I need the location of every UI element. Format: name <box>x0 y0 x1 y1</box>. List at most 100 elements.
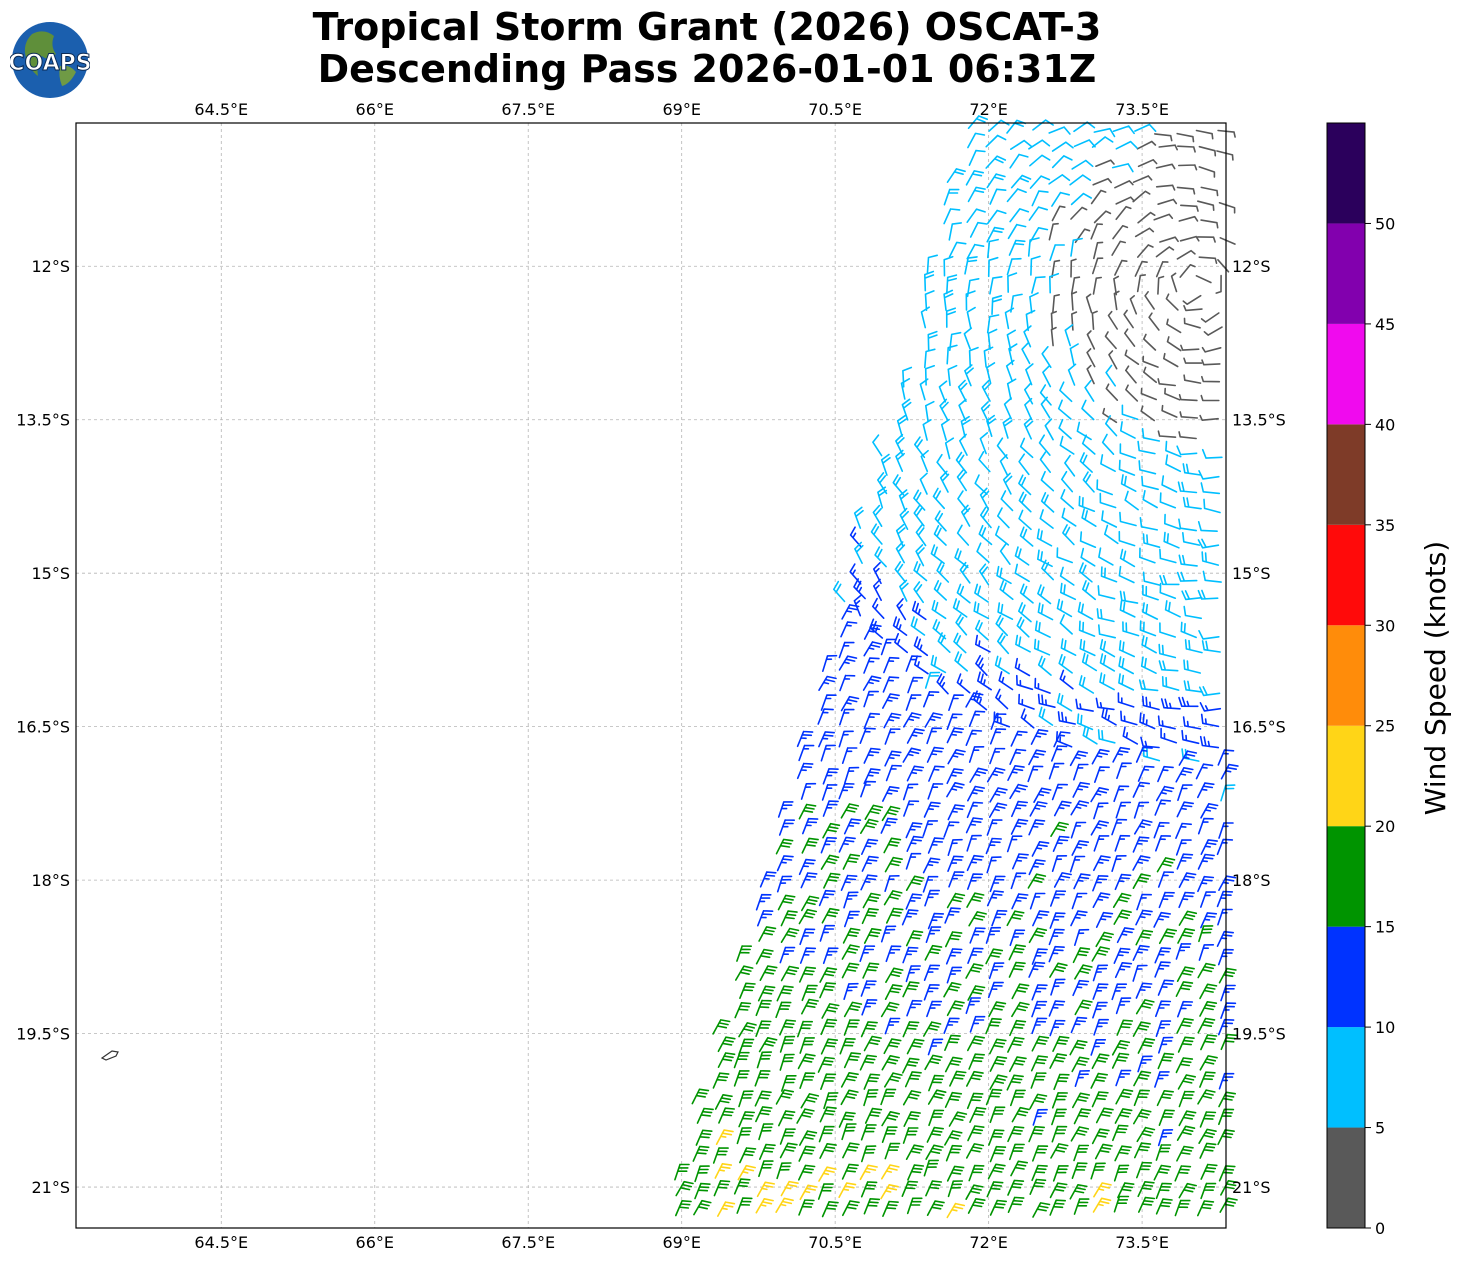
wind-barb <box>1119 590 1139 604</box>
wind-barb <box>926 254 938 275</box>
wind-barb <box>776 875 793 893</box>
wind-barb <box>1119 443 1137 459</box>
wind-barb <box>920 306 930 329</box>
wind-barb <box>1091 748 1110 765</box>
wind-barb <box>1153 213 1174 221</box>
wind-barb <box>1201 551 1220 566</box>
wind-barb <box>1060 489 1074 510</box>
wind-barb <box>944 1091 963 1108</box>
wind-barb <box>1028 859 1046 876</box>
wind-barb <box>780 927 800 943</box>
wind-barb <box>904 1071 922 1088</box>
wind-barb <box>967 186 986 203</box>
wind-barb <box>1220 1033 1238 1051</box>
wind-barb <box>1070 910 1088 927</box>
wind-barb <box>1021 341 1031 365</box>
wind-barb <box>1093 855 1111 872</box>
wind-barb <box>1000 490 1014 512</box>
wind-barb <box>1113 1195 1130 1213</box>
wind-barb <box>1081 434 1096 455</box>
lon-tick-label: 73.5°E <box>1115 1233 1169 1252</box>
wind-barb <box>1142 746 1161 762</box>
wind-barb <box>838 782 855 800</box>
wind-barb <box>1094 1143 1113 1160</box>
wind-barb <box>800 872 818 889</box>
wind-barb <box>1078 620 1096 637</box>
wind-barb <box>1070 192 1092 206</box>
wind-barb <box>952 598 968 618</box>
wind-barb <box>1138 460 1157 475</box>
wind-barb <box>863 657 880 674</box>
wind-barb <box>1008 944 1026 961</box>
wind-barb <box>1198 256 1218 264</box>
wind-barb <box>995 688 1009 710</box>
wind-barb <box>1140 387 1157 401</box>
lon-tick-label: 66°E <box>356 100 394 119</box>
wind-barb <box>1198 630 1220 640</box>
wind-barb <box>1098 624 1116 639</box>
wind-barb <box>1140 736 1160 749</box>
colorbar-bin <box>1327 625 1365 726</box>
wind-barb <box>801 895 820 912</box>
wind-barb <box>934 510 947 532</box>
wind-barb <box>1030 1055 1049 1072</box>
wind-barb <box>993 711 1011 728</box>
wind-barb <box>1034 620 1051 638</box>
wind-barb <box>1093 1182 1112 1198</box>
wind-barb <box>863 928 882 944</box>
wind-barb <box>798 744 815 762</box>
wind-barb <box>1075 698 1094 712</box>
wind-barb <box>1072 781 1091 798</box>
wind-barb <box>860 818 879 834</box>
wind-barb <box>819 982 837 999</box>
wind-barb <box>877 486 888 509</box>
wind-barb <box>1059 669 1074 690</box>
lon-tick-label: 64.5°E <box>194 100 248 119</box>
wind-barb <box>1134 1142 1152 1159</box>
wind-barb <box>1095 697 1115 711</box>
wind-barb <box>1197 521 1218 532</box>
wind-barb <box>1160 698 1181 710</box>
wind-barb <box>1183 357 1203 364</box>
lon-tick-label: 72°E <box>969 100 1007 119</box>
wind-barb <box>1135 909 1153 926</box>
wind-barb <box>1159 236 1179 243</box>
wind-barb <box>968 346 979 368</box>
wind-barb <box>797 1020 813 1038</box>
wind-barb <box>927 837 945 854</box>
wind-barb <box>1159 575 1180 586</box>
wind-barb <box>1181 729 1200 745</box>
wind-barb <box>695 1129 713 1146</box>
map-frame <box>75 122 1227 1229</box>
wind-barb <box>966 834 982 852</box>
wind-barb <box>798 908 818 925</box>
wind-barb <box>1178 394 1198 402</box>
wind-barb <box>863 1089 879 1107</box>
wind-barb <box>986 890 1004 907</box>
wind-barb <box>1178 910 1198 926</box>
wind-barb <box>853 506 864 529</box>
wind-barb <box>1200 803 1219 819</box>
wind-barb <box>928 1109 945 1127</box>
wind-barb <box>1091 1091 1109 1108</box>
wind-barb <box>1073 1108 1092 1125</box>
wind-barb <box>1200 219 1219 229</box>
map-background <box>76 123 1226 1228</box>
wind-barb <box>880 638 897 656</box>
wind-barb <box>756 1181 775 1198</box>
wind-barb <box>1163 531 1180 549</box>
wind-barb <box>860 1181 878 1198</box>
wind-barb <box>1097 585 1116 600</box>
wind-barb <box>1064 454 1076 477</box>
wind-barb <box>692 1145 710 1162</box>
wind-barb <box>1008 239 1026 256</box>
wind-barb <box>1018 509 1032 531</box>
wind-barb <box>899 507 909 530</box>
wind-barb <box>778 1110 796 1127</box>
wind-barb <box>1183 374 1202 384</box>
wind-barb <box>1049 912 1066 929</box>
wind-barb <box>733 1178 751 1195</box>
wind-barb <box>1175 839 1192 856</box>
wind-barb <box>1091 310 1098 330</box>
